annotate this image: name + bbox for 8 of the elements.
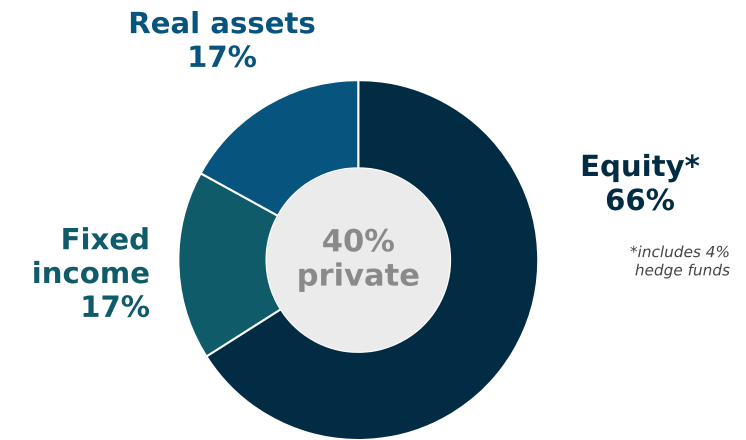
data-label: 17% bbox=[190, 45, 256, 68]
slice-label: Real assets bbox=[130, 11, 314, 34]
data-label: 66% bbox=[606, 188, 674, 210]
text: *includes 4% hedge funds bbox=[630, 245, 730, 279]
slice-label: Equity* bbox=[582, 154, 700, 182]
slice-label: Fixed income bbox=[34, 227, 149, 284]
data-label: 17% bbox=[83, 295, 150, 318]
text: 40% private bbox=[299, 228, 418, 292]
